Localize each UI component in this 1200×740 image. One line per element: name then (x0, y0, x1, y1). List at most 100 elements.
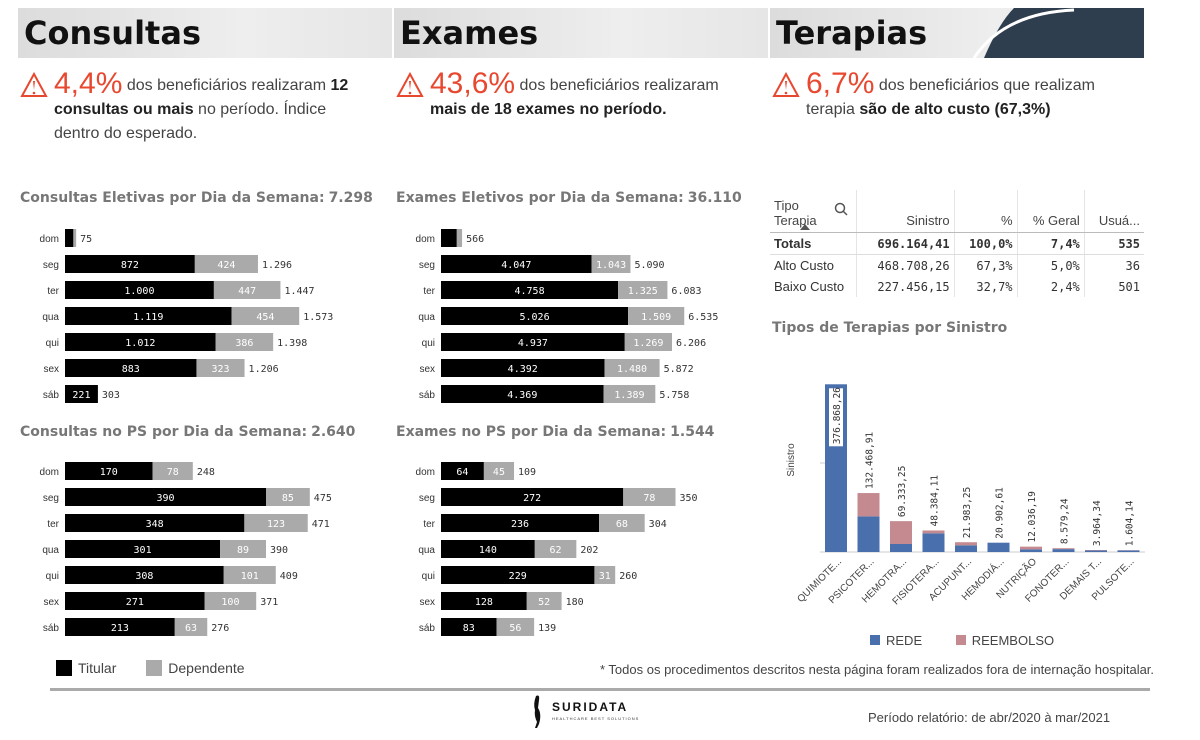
data-label-titular: 272 (523, 493, 541, 504)
legend-item-rede[interactable]: REDE (870, 633, 922, 648)
chart-title-consultas-eletivas: Consultas Eletivas por Dia da Semana: 7.2… (20, 190, 373, 206)
bar-rede (987, 542, 1010, 552)
bar-reembolso (922, 530, 945, 534)
kpi-bold: mais de 18 exames no período. (430, 101, 667, 118)
table-header-row: Tipo Terapia Sinistro % % Geral Usuá... (770, 190, 1144, 233)
data-label-titular: 883 (122, 364, 140, 375)
kpi-text: dos beneficiários que realizam terapia (806, 77, 1095, 118)
sort-asc-icon[interactable] (800, 224, 810, 230)
data-label-sinistro: 48.384,11 (930, 475, 941, 527)
legend-item-dependente[interactable]: Dependente (146, 660, 245, 676)
column-header-usuarios[interactable]: Usuá... (1084, 190, 1144, 233)
legend-item-titular[interactable]: Titular (56, 660, 116, 676)
bar-titular (65, 359, 197, 377)
category-label: seg (43, 260, 59, 271)
table-cell: 227.456,15 (856, 276, 955, 297)
column-header-tipo[interactable]: Tipo Terapia (770, 190, 857, 233)
bar-dependente (231, 307, 300, 325)
column-header-pct[interactable]: % (954, 190, 1018, 233)
legend-label: Dependente (168, 660, 245, 676)
data-label-total: 371 (260, 597, 278, 608)
data-label-titular: 1.119 (133, 312, 163, 323)
kpi-consultas: 4,4% dos beneficiários realizaram 12 con… (54, 69, 354, 146)
data-label-dependente: 323 (211, 364, 229, 375)
data-label-titular: 1.000 (124, 286, 154, 297)
data-label-sinistro: 1.604,14 (1125, 500, 1136, 546)
kpi-text: dos beneficiários realizaram (515, 77, 719, 94)
bar-dependente (624, 333, 673, 351)
data-label-titular: 128 (475, 597, 493, 608)
data-label-total: 109 (518, 467, 536, 478)
kpi-percent: 43,6% (430, 67, 516, 100)
column-header-pct-geral[interactable]: % Geral (1017, 190, 1085, 233)
suridata-logo: SURIDATA HEALTHCARE BEST SOLUTIONS (528, 694, 648, 730)
bar-titular (65, 540, 221, 558)
data-label-sinistro: 69.333,25 (897, 466, 908, 517)
bar-rede (890, 543, 912, 552)
section-title: Exames (400, 14, 539, 52)
bar-titular (65, 592, 205, 610)
bar-titular (441, 359, 605, 377)
chart-exames-ps: dom 64 45 109 seg 272 78 350 ter 236 68 304 qua 140 62… (416, 462, 698, 636)
legend-titular-dependente: Titular Dependente (56, 660, 245, 676)
kpi-exames: 43,6% dos beneficiários realizaram mais … (430, 69, 730, 122)
data-label-dependente: 62 (550, 545, 562, 556)
bar-dependente (591, 255, 631, 273)
bar-dependente (194, 255, 258, 273)
column-header-sinistro[interactable]: Sinistro (856, 190, 955, 233)
data-label-sinistro: 12.036,19 (1027, 491, 1038, 543)
table-row[interactable]: Alto Custo 468.708,26 67,3% 5,0% 36 (770, 254, 1144, 276)
bar-reembolso (890, 521, 912, 544)
category-label: sex (419, 364, 435, 375)
chart-consultas-ps: dom 170 78 248 seg 390 85 475 ter 348 123 471 qua 301… (40, 462, 332, 636)
data-label-dependente: 1.480 (617, 364, 647, 375)
data-label-dependente: 424 (217, 260, 235, 271)
category-label: dom (416, 467, 435, 478)
table-cell: 36 (1125, 258, 1140, 273)
bar-dependente (244, 514, 308, 532)
data-label-titular: 229 (509, 571, 527, 582)
data-label-total: 276 (211, 623, 229, 634)
bar-dependente (174, 618, 208, 636)
legend-label: Titular (78, 660, 117, 676)
data-label-total: 304 (649, 519, 667, 530)
data-label-dependente: 78 (643, 493, 655, 504)
data-label-dependente: 1.509 (641, 312, 671, 323)
data-label-titular: 4.758 (514, 286, 544, 297)
table-cell: 696.164,41 (856, 232, 955, 255)
bar-reembolso (955, 542, 977, 546)
legend-swatch (146, 660, 163, 676)
category-label: sex (43, 364, 59, 375)
category-label: ter (47, 519, 59, 530)
search-icon[interactable] (834, 202, 848, 216)
kpi-percent: 6,7% (806, 67, 875, 100)
warning-icon (396, 72, 424, 97)
bar-titular (65, 566, 224, 584)
data-label-total: 6.083 (671, 286, 701, 297)
bar-titular (441, 592, 527, 610)
bar-titular (441, 255, 592, 273)
table-cell: Alto Custo (770, 254, 857, 276)
table-row[interactable]: Baixo Custo 227.456,15 32,7% 2,4% 501 (770, 276, 1144, 297)
chart-terapias-sinistro: Sinistro376.868,26QUIMIOTE...132.468,91P… (786, 384, 1145, 607)
category-label: qui (46, 571, 59, 582)
table-cell: 501 (1118, 279, 1140, 294)
data-label-sinistro: 8.579,24 (1060, 498, 1071, 544)
bar-dependente (594, 566, 616, 584)
kpi-terapias: 6,7% dos beneficiários que realizam tera… (806, 69, 1146, 122)
chart-title-exames-eletivos: Exames Eletivos por Dia da Semana: 36.110 (396, 190, 742, 206)
data-label-titular: 170 (100, 467, 118, 478)
data-label-total: 350 (680, 493, 698, 504)
bar-dependente (152, 462, 193, 480)
kpi-text: dos beneficiários realizaram (122, 77, 331, 94)
data-label-dependente: 68 (616, 519, 628, 530)
chart-title-label: Tipos de Terapias por Sinistro (772, 320, 1008, 336)
table-cell: 535 (1084, 232, 1144, 255)
legend-item-reembolso[interactable]: REEMBOLSO (955, 633, 1054, 648)
bar-rede (1052, 549, 1075, 552)
category-label: sex (419, 597, 435, 608)
bar-dependente (618, 281, 668, 299)
data-label-dependente: 52 (538, 597, 550, 608)
legend-swatch (955, 635, 966, 645)
category-label: dom (40, 234, 59, 245)
